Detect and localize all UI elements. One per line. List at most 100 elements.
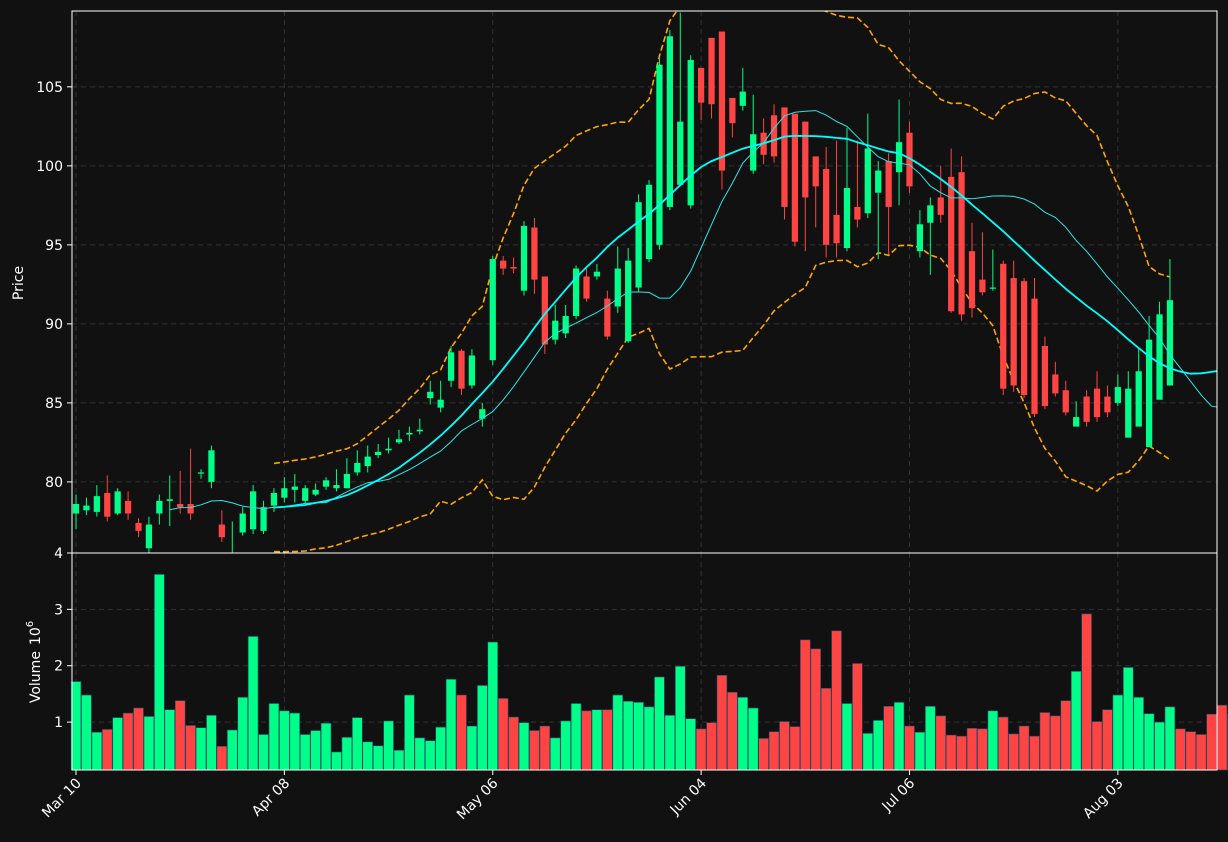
candle-body <box>1093 388 1101 418</box>
volume-bar <box>477 685 488 771</box>
candle-body <box>1062 390 1069 413</box>
volume-bar <box>216 746 228 771</box>
volume-panel-frame <box>71 552 1218 771</box>
candle <box>906 121 913 193</box>
candle <box>989 249 996 291</box>
candle <box>1083 390 1090 427</box>
lower-band-line <box>273 244 1171 553</box>
candle <box>249 485 257 535</box>
candle-body <box>739 91 746 106</box>
candle-body <box>208 450 215 482</box>
candle-body <box>989 287 996 289</box>
candle-body <box>1010 278 1017 386</box>
candle <box>395 429 403 444</box>
candle <box>656 58 663 250</box>
candle-body <box>375 451 382 456</box>
candle-body <box>197 472 205 474</box>
price-tick-label: 105 <box>36 80 63 96</box>
candle <box>1156 301 1163 400</box>
volume-bar <box>612 694 624 771</box>
volume-bar <box>247 636 259 771</box>
volume-bar <box>237 696 248 771</box>
volume-bar <box>1008 733 1019 771</box>
candle-body <box>93 496 100 512</box>
volume-bar <box>70 681 82 771</box>
candle <box>1114 374 1121 407</box>
candle-body <box>1114 387 1121 403</box>
candle-body <box>156 500 163 514</box>
volume-bar <box>852 663 863 771</box>
candle-body <box>656 64 663 245</box>
candle <box>729 97 736 138</box>
candle-body <box>135 522 142 531</box>
candle-body <box>510 266 517 269</box>
volume-bar <box>727 691 738 771</box>
candle <box>364 445 371 473</box>
candle <box>520 221 528 296</box>
candle <box>604 290 611 340</box>
volume-bar <box>185 725 196 771</box>
candle <box>854 140 861 228</box>
volume-bar <box>1039 712 1051 771</box>
candle <box>666 29 673 211</box>
volume-bar <box>560 720 571 771</box>
price-tick-label: 100 <box>36 159 63 175</box>
volume-bar <box>1216 704 1228 771</box>
volume-bar <box>695 728 707 771</box>
volume-bar <box>279 710 290 771</box>
candle <box>802 121 809 252</box>
volume-bar <box>1112 694 1124 771</box>
volume-bar <box>320 722 332 771</box>
volume-bar <box>487 641 498 771</box>
volume-bar <box>508 716 519 771</box>
volume-axis-label: Volume 106 <box>25 621 44 703</box>
volume-bar <box>633 702 644 771</box>
volume-bar <box>893 702 905 771</box>
candle <box>166 475 173 527</box>
volume-bar <box>1195 734 1207 771</box>
candle-body <box>1104 396 1111 413</box>
volume-bar <box>1133 696 1144 771</box>
candle <box>1093 371 1101 422</box>
candle-body <box>843 187 851 249</box>
volume-bar <box>654 676 665 771</box>
candle-body <box>635 202 642 288</box>
price-tick-label: 90 <box>45 317 63 333</box>
candle <box>312 483 319 497</box>
candle <box>1145 315 1153 448</box>
candle <box>239 507 246 536</box>
candle <box>583 268 590 302</box>
candle <box>1020 278 1028 399</box>
volume-bar <box>956 735 967 771</box>
volume-bar <box>789 726 801 771</box>
candle <box>1031 278 1038 418</box>
candle-body <box>322 480 330 487</box>
volume-bar <box>352 717 363 771</box>
volume-bar <box>518 722 530 771</box>
candle <box>927 197 934 275</box>
volume-bar <box>966 727 978 771</box>
candle-body <box>104 492 111 517</box>
candle <box>93 485 100 517</box>
candle-body <box>823 169 830 245</box>
candle-body <box>885 161 892 207</box>
candle-body <box>72 504 80 514</box>
volume-bar <box>268 703 280 771</box>
candle <box>552 304 559 345</box>
candle <box>614 246 621 313</box>
volume-bar <box>164 709 176 771</box>
candle-body <box>937 197 944 215</box>
candle <box>343 458 351 489</box>
candle <box>1062 380 1069 416</box>
candle-body <box>500 260 507 269</box>
candle <box>864 113 871 219</box>
candle <box>231 521 233 553</box>
candle-body <box>833 214 840 244</box>
volume-bar <box>1175 728 1186 771</box>
candle-body <box>520 225 528 291</box>
candle-body <box>1073 417 1080 427</box>
candle-body <box>572 268 580 316</box>
candle-body <box>249 491 257 530</box>
candle <box>1010 260 1017 392</box>
candle <box>260 500 267 535</box>
